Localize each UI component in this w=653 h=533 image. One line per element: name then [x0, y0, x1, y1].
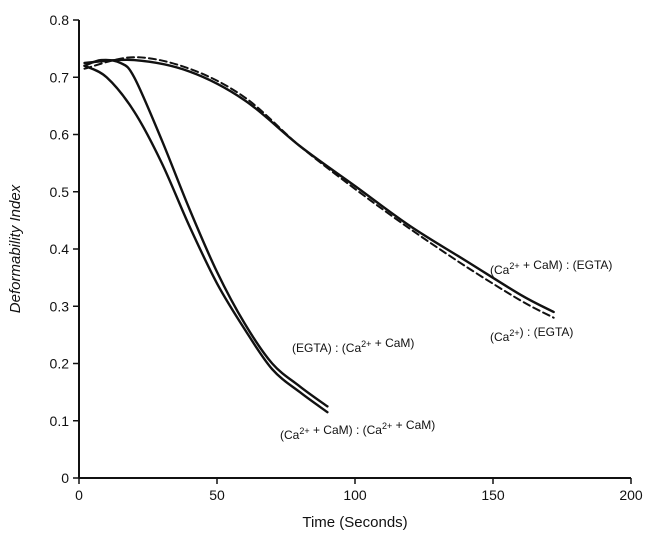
- series-ca-cam-egta-line: [83, 58, 555, 314]
- annotation-ca-cam-egta: (Ca2+ + CaM) : (EGTA): [490, 258, 612, 277]
- series-egta-ca-cam-line: [83, 58, 329, 408]
- y-tick-label: 0.8: [50, 12, 70, 28]
- y-tick-label: 0.1: [50, 413, 70, 429]
- annotation-egta-ca-cam: (EGTA) : (Ca2+ + CaM): [292, 336, 414, 355]
- y-tick-label: 0.3: [50, 298, 70, 314]
- y-tick-label: 0.5: [50, 184, 70, 200]
- x-tick-label: 200: [619, 487, 643, 503]
- series-lines: [83, 56, 555, 414]
- x-axis-ticks: 0 50 100 150 200: [75, 478, 643, 503]
- y-tick-label: 0.6: [50, 127, 70, 143]
- y-axis-title: Deformability Index: [7, 184, 24, 313]
- annotation-ca-egta: (Ca2+) : (EGTA): [490, 325, 573, 344]
- x-axis-title: Time (Seconds): [302, 514, 407, 531]
- x-tick-label: 50: [209, 487, 225, 503]
- y-tick-label: 0.2: [50, 356, 70, 372]
- y-tick-label: 0.7: [50, 69, 70, 85]
- y-tick-label: 0: [61, 470, 69, 486]
- x-tick-label: 100: [343, 487, 367, 503]
- x-tick-label: 0: [75, 487, 83, 503]
- x-tick-label: 150: [481, 487, 505, 503]
- y-tick-label: 0.4: [50, 241, 70, 257]
- series-ca-egta-line: [83, 56, 555, 319]
- y-axis-ticks: 0 0.1 0.2 0.3 0.4 0.5 0.6 0.7 0.8: [50, 12, 79, 486]
- annotation-ca-cam-ca-cam: (Ca2+ + CaM) : (Ca2+ + CaM): [280, 418, 435, 442]
- plot-area: 0 0.1 0.2 0.3 0.4 0.5 0.6 0.7 0.8 0 50 100 150 200 (…: [50, 12, 643, 503]
- series-annotations: (EGTA) : (Ca2+ + CaM) (Ca2+ + CaM) : (Ca2…: [280, 258, 612, 442]
- series-ca-cam-ca-cam-line: [83, 64, 329, 414]
